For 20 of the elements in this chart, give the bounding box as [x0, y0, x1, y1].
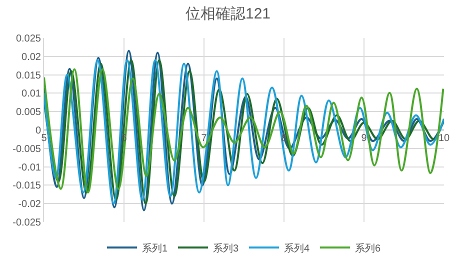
legend-label: 系列1: [142, 242, 168, 254]
y-tick-label: 0.01: [22, 88, 42, 100]
legend-label: 系列3: [213, 242, 239, 254]
y-tick-label: 0.02: [22, 52, 42, 63]
chart-title: 位相確認121: [185, 6, 271, 23]
x-tick-label: 5: [41, 133, 48, 144]
y-tick-label: -0.015: [12, 180, 42, 192]
y-tick-label: -0.01: [18, 162, 42, 174]
legend-label: 系列4: [284, 242, 310, 254]
y-tick-label: -0.025: [12, 218, 42, 228]
x-tick-label: 9: [361, 133, 368, 144]
x-tick-label: 7: [201, 133, 208, 144]
y-tick-label: 0: [35, 126, 42, 136]
y-tick-label: -0.02: [18, 199, 42, 210]
y-tick-label: 0.025: [16, 34, 42, 44]
y-tick-label: -0.005: [12, 144, 42, 155]
legend-label: 系列6: [355, 242, 381, 254]
x-tick-label: 10: [438, 133, 450, 144]
y-tick-label: 0.005: [16, 107, 42, 118]
y-tick-label: 0.015: [16, 70, 42, 82]
